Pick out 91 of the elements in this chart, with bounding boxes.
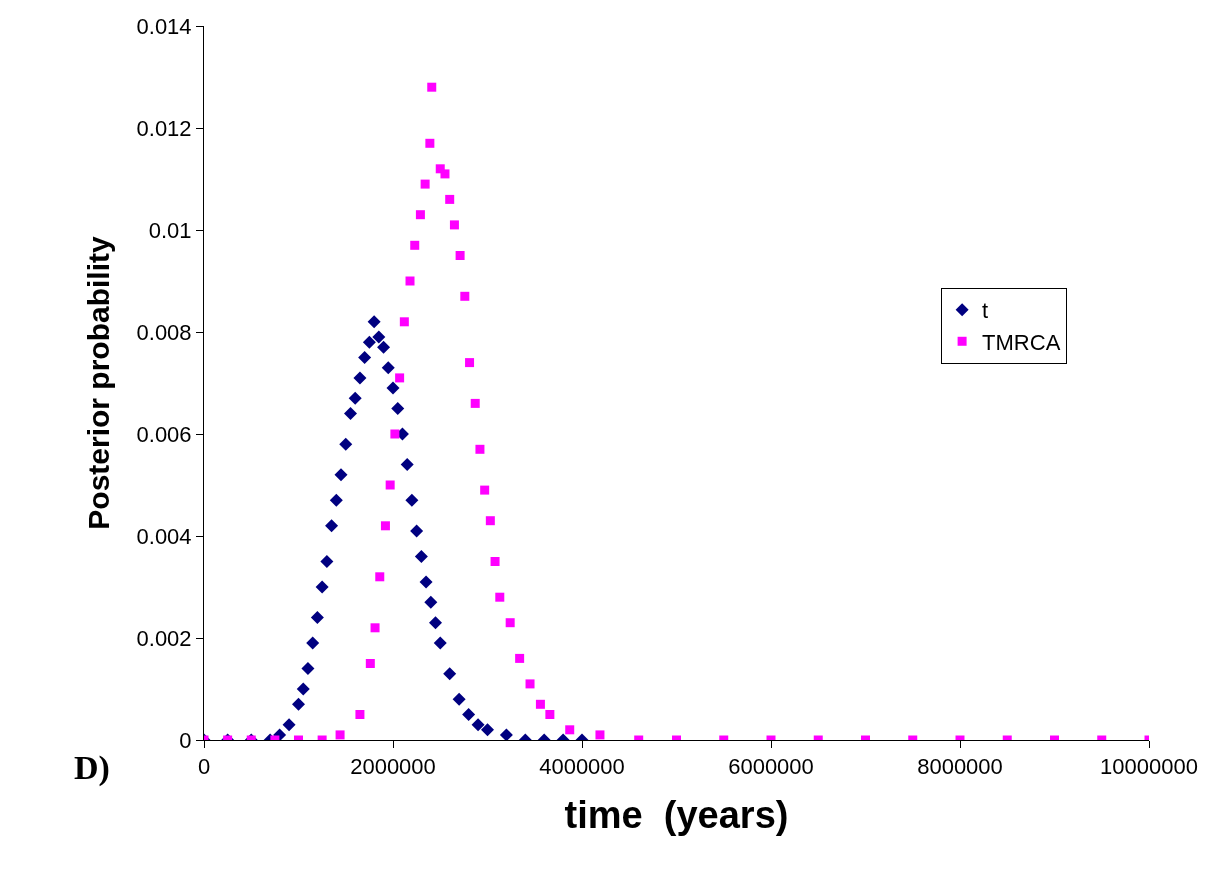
point xyxy=(282,718,296,732)
point xyxy=(445,194,455,204)
point xyxy=(425,138,435,148)
point xyxy=(465,358,475,368)
point xyxy=(515,653,525,663)
y-tick-label: 0.008 xyxy=(136,319,192,345)
point xyxy=(440,169,450,179)
point xyxy=(410,524,424,538)
x-tick-label: 6000000 xyxy=(728,754,814,780)
point xyxy=(455,251,465,260)
point xyxy=(415,210,425,220)
point xyxy=(365,659,375,668)
legend-label: TMRCA xyxy=(982,329,1061,355)
legend-label: t xyxy=(982,298,989,324)
point xyxy=(424,595,438,609)
point xyxy=(449,220,459,230)
point xyxy=(480,485,490,495)
point xyxy=(395,373,405,383)
point xyxy=(355,710,365,719)
point xyxy=(375,572,385,582)
point xyxy=(420,179,430,189)
point xyxy=(391,402,405,415)
y-tick-label: 0.012 xyxy=(136,115,192,141)
point xyxy=(372,330,386,344)
x-tick-label: 8000000 xyxy=(917,754,1003,780)
point xyxy=(380,521,390,531)
x-tick-label: 4000000 xyxy=(539,754,625,780)
point xyxy=(525,679,535,689)
point xyxy=(505,618,515,628)
point xyxy=(370,623,380,633)
y-tick-label: 0.006 xyxy=(136,421,192,447)
point xyxy=(381,361,395,375)
point xyxy=(470,398,480,408)
point xyxy=(545,710,555,719)
x-tick-label: 2000000 xyxy=(350,754,436,780)
y-tick-label: 0.014 xyxy=(136,13,192,39)
point xyxy=(367,315,381,329)
x-tick-label: 0 xyxy=(197,754,211,780)
point xyxy=(405,493,419,507)
y-tick-label: 0 xyxy=(179,727,192,753)
point xyxy=(320,555,334,568)
point xyxy=(335,730,345,740)
y-tick-label: 0.004 xyxy=(136,523,192,549)
point xyxy=(427,82,437,92)
point xyxy=(315,580,329,594)
point xyxy=(475,444,485,454)
point xyxy=(481,723,494,737)
y-tick-label: 0.002 xyxy=(136,625,192,651)
point xyxy=(471,718,485,732)
point xyxy=(358,351,372,364)
point xyxy=(362,335,376,349)
point xyxy=(419,575,433,589)
point xyxy=(348,391,362,405)
point xyxy=(325,519,339,533)
y-axis-title: Posterior probability xyxy=(81,236,115,530)
point xyxy=(595,730,605,740)
point xyxy=(353,371,367,385)
point xyxy=(414,549,428,563)
point xyxy=(410,240,420,250)
point xyxy=(499,728,513,740)
point xyxy=(433,636,447,650)
x-tick-label: 10000000 xyxy=(1100,754,1198,780)
y-tick-label: 0.01 xyxy=(148,217,192,243)
point xyxy=(460,291,470,301)
point xyxy=(429,616,443,630)
point xyxy=(443,667,457,681)
x-axis-title: time (years) xyxy=(564,793,789,836)
point xyxy=(399,317,409,327)
point xyxy=(405,276,415,286)
point xyxy=(390,429,400,439)
point xyxy=(306,636,320,650)
text: D) xyxy=(74,749,110,787)
point xyxy=(296,682,310,696)
point xyxy=(535,699,545,709)
point xyxy=(334,468,348,482)
point xyxy=(385,480,395,490)
point xyxy=(565,725,575,735)
point xyxy=(377,340,391,354)
point xyxy=(400,458,414,472)
point xyxy=(485,516,495,526)
point xyxy=(462,708,476,721)
point xyxy=(310,611,324,625)
point xyxy=(386,381,400,395)
point xyxy=(329,493,343,507)
point xyxy=(343,407,357,421)
point xyxy=(339,437,353,451)
point xyxy=(495,592,505,602)
point xyxy=(292,697,305,711)
point xyxy=(490,557,500,566)
point xyxy=(452,692,466,706)
point xyxy=(301,662,315,676)
